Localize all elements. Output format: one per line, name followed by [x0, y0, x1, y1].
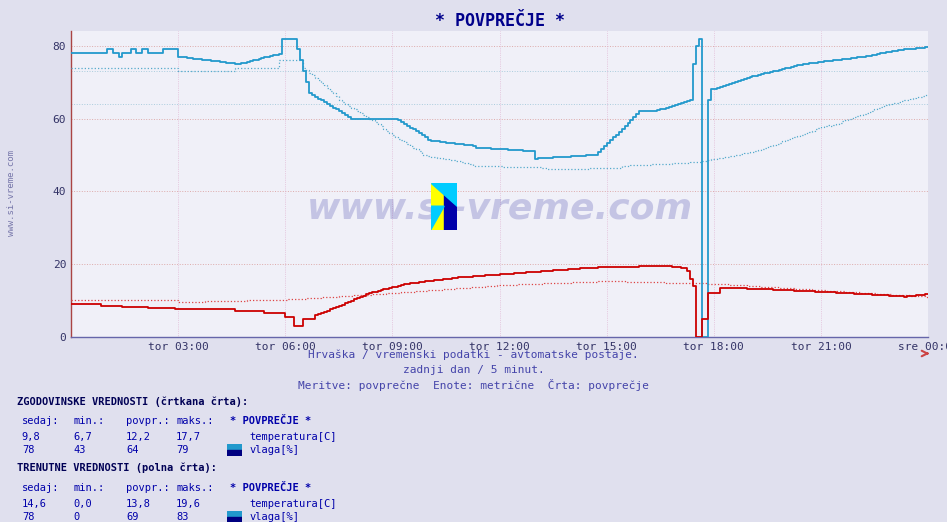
- Text: sedaj:: sedaj:: [22, 483, 60, 493]
- Text: TRENUTNE VREDNOSTI (polna črta):: TRENUTNE VREDNOSTI (polna črta):: [17, 463, 217, 473]
- Text: vlaga[%]: vlaga[%]: [249, 512, 299, 522]
- Text: 13,8: 13,8: [126, 499, 151, 509]
- Bar: [227, 517, 242, 522]
- Text: povpr.:: povpr.:: [126, 483, 170, 493]
- Text: 83: 83: [176, 512, 188, 522]
- Text: povpr.:: povpr.:: [126, 417, 170, 426]
- Polygon shape: [431, 183, 457, 206]
- Text: 78: 78: [22, 512, 34, 522]
- Text: Meritve: povprečne  Enote: metrične  Črta: povprečje: Meritve: povprečne Enote: metrične Črta:…: [298, 379, 649, 391]
- Text: www.si-vreme.com: www.si-vreme.com: [7, 150, 16, 236]
- Text: maks.:: maks.:: [176, 417, 214, 426]
- Text: 14,6: 14,6: [22, 499, 46, 509]
- Text: Hrvaška / vremenski podatki - avtomatske postaje.: Hrvaška / vremenski podatki - avtomatske…: [308, 349, 639, 360]
- Text: 79: 79: [176, 445, 188, 455]
- Bar: [227, 450, 242, 456]
- Text: 78: 78: [22, 445, 34, 455]
- Text: 69: 69: [126, 512, 138, 522]
- Text: 0: 0: [74, 512, 80, 522]
- Text: * POVPREČJE *: * POVPREČJE *: [230, 483, 312, 493]
- Text: ZGODOVINSKE VREDNOSTI (črtkana črta):: ZGODOVINSKE VREDNOSTI (črtkana črta):: [17, 396, 248, 407]
- Text: 0,0: 0,0: [74, 499, 93, 509]
- Bar: [431, 183, 444, 230]
- Text: temperatura[C]: temperatura[C]: [249, 499, 336, 509]
- Text: 17,7: 17,7: [176, 432, 201, 442]
- Text: 9,8: 9,8: [22, 432, 41, 442]
- Polygon shape: [431, 206, 444, 230]
- Text: 12,2: 12,2: [126, 432, 151, 442]
- Text: vlaga[%]: vlaga[%]: [249, 445, 299, 455]
- Text: 43: 43: [74, 445, 86, 455]
- Text: min.:: min.:: [74, 483, 105, 493]
- Text: maks.:: maks.:: [176, 483, 214, 493]
- Text: zadnji dan / 5 minut.: zadnji dan / 5 minut.: [402, 365, 545, 375]
- Text: temperatura[C]: temperatura[C]: [249, 432, 336, 442]
- Text: www.si-vreme.com: www.si-vreme.com: [307, 192, 692, 226]
- Bar: [444, 183, 457, 230]
- Text: 6,7: 6,7: [74, 432, 93, 442]
- Text: 64: 64: [126, 445, 138, 455]
- Text: 19,6: 19,6: [176, 499, 201, 509]
- Text: * POVPREČJE *: * POVPREČJE *: [230, 417, 312, 426]
- Text: min.:: min.:: [74, 417, 105, 426]
- Title: * POVPREČJE *: * POVPREČJE *: [435, 12, 564, 30]
- Text: sedaj:: sedaj:: [22, 417, 60, 426]
